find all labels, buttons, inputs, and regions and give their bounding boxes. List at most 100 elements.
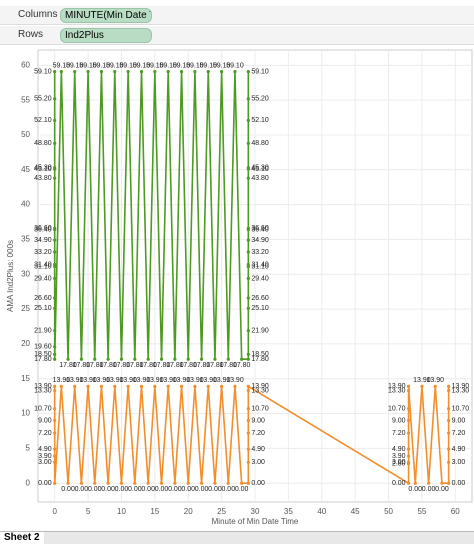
point (133, 481, 137, 485)
point (53, 454, 57, 458)
data-label: 33.20 (251, 249, 269, 256)
point (246, 118, 250, 122)
point (53, 228, 57, 232)
y-tick-label: 10 (21, 409, 30, 418)
point (59, 384, 63, 388)
data-label: 13.90 (199, 377, 217, 384)
data-label: 7.20 (392, 430, 406, 437)
point (193, 69, 197, 74)
data-label: 31.10 (251, 263, 269, 270)
data-label: 9.00 (38, 417, 52, 424)
data-label: 29.40 (251, 275, 269, 282)
point (53, 460, 57, 464)
point (173, 357, 177, 361)
point (406, 418, 411, 423)
point (53, 276, 57, 281)
data-label: 13.90 (34, 383, 52, 390)
point (53, 264, 57, 269)
point (246, 384, 250, 388)
point (166, 384, 170, 388)
point (406, 407, 411, 411)
data-label: 3.00 (452, 459, 466, 466)
point (406, 447, 411, 451)
data-label: 13.90 (213, 377, 231, 384)
field-pill[interactable]: Ind2Plus (60, 28, 152, 43)
columns-shelf: Columns MINUTE(Min Date Ti.. (0, 6, 474, 25)
data-label: 13.90 (388, 383, 406, 390)
point (406, 460, 411, 464)
data-label: 0.00 (75, 486, 89, 493)
data-label: 17.80 (153, 362, 171, 369)
point (233, 69, 237, 74)
data-label: 59.10 (186, 62, 204, 69)
data-label: 36.40 (251, 227, 269, 234)
point (53, 481, 57, 485)
data-label: 13.90 (66, 377, 84, 384)
sheet-tabs: Sheet 2 (0, 531, 474, 544)
data-label: 45.30 (251, 165, 269, 172)
data-label: 7.20 (251, 430, 265, 437)
data-label: 19.60 (34, 344, 52, 351)
y-tick-label: 0 (26, 478, 31, 487)
data-label: 0.00 (422, 486, 436, 493)
point (246, 97, 250, 101)
data-label: 31.40 (34, 261, 52, 268)
point (66, 481, 70, 485)
data-label: 0.00 (115, 486, 129, 493)
data-label: 0.00 (168, 486, 182, 493)
point (226, 357, 230, 361)
x-tick-label: 50 (384, 507, 393, 516)
point (53, 329, 57, 333)
data-label: 59.10 (173, 62, 191, 69)
data-label: 25.10 (34, 305, 52, 312)
data-label: 0.00 (155, 486, 169, 493)
point (59, 69, 63, 74)
data-label: 17.80 (126, 362, 144, 369)
data-label: 13.90 (79, 377, 97, 384)
data-label: 13.90 (452, 383, 470, 390)
data-label: 9.00 (392, 417, 406, 424)
data-label: 34.90 (251, 237, 269, 244)
point (213, 357, 217, 361)
point (99, 69, 104, 74)
point (420, 384, 424, 388)
data-label: 13.90 (119, 377, 137, 384)
point (53, 118, 57, 122)
x-axis-title: Minute of Min Date Time (212, 517, 299, 526)
data-label: 0.00 (392, 480, 406, 487)
y-tick-label: 15 (21, 374, 30, 383)
data-label: 4.90 (452, 446, 466, 453)
point (53, 141, 57, 145)
point (166, 69, 170, 74)
point (113, 69, 117, 74)
data-label: 0.00 (251, 480, 265, 487)
data-label: 4.90 (392, 446, 406, 453)
data-label: 9.00 (251, 417, 265, 424)
sheet-tab[interactable]: Sheet 2 (0, 532, 44, 544)
point (246, 481, 250, 485)
point (186, 481, 190, 485)
point (447, 431, 451, 435)
data-label: 13.90 (427, 377, 445, 384)
point (447, 388, 451, 393)
data-label: 59.10 (199, 62, 217, 69)
data-label: 21.90 (34, 328, 52, 335)
data-label: 13.90 (146, 377, 164, 384)
data-label: 0.00 (128, 486, 142, 493)
point (246, 276, 250, 281)
data-label: 0.00 (101, 486, 115, 493)
point (233, 384, 237, 388)
data-label: 17.80 (206, 362, 224, 369)
x-tick-label: 20 (184, 507, 193, 516)
point (93, 481, 97, 485)
data-label: 31.40 (251, 261, 269, 268)
point (86, 384, 90, 388)
point (226, 481, 230, 485)
point (193, 384, 197, 388)
point (139, 384, 144, 388)
point (246, 388, 250, 393)
point (159, 357, 164, 361)
data-label: 0.00 (141, 486, 155, 493)
field-pill[interactable]: MINUTE(Min Date Ti.. (60, 8, 152, 23)
